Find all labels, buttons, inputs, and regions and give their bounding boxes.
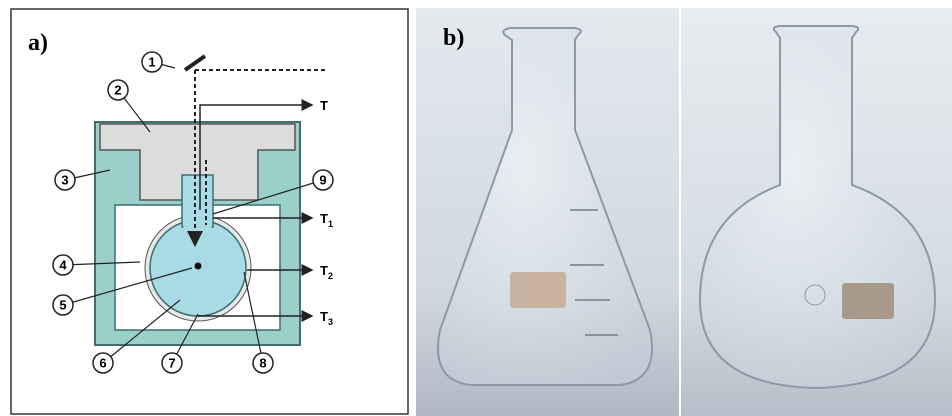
output-name: T (320, 211, 328, 226)
callout-number: 7 (168, 356, 175, 371)
figure: a) 123456789 TT1T2T3 b) (0, 0, 952, 416)
callout-number: 9 (319, 173, 326, 188)
output-subscript: 3 (328, 317, 333, 327)
callout-number: 8 (259, 356, 266, 371)
sensor (195, 263, 202, 270)
callout-number: 2 (114, 83, 121, 98)
panel-b: b) (416, 8, 952, 416)
output-name: T (320, 98, 328, 113)
output-subscript: 1 (328, 219, 333, 229)
flask-neck (182, 175, 213, 227)
output-label: T (320, 98, 328, 113)
output-subscript: 2 (328, 271, 333, 281)
output-name: T (320, 263, 328, 278)
panel-label: b) (443, 25, 464, 51)
callout-number: 1 (148, 55, 155, 70)
flask-label-patch (510, 272, 566, 308)
callout-number: 4 (59, 258, 67, 273)
neck-join (184, 222, 212, 230)
callout-number: 6 (99, 356, 106, 371)
flask-label-patch (842, 283, 894, 319)
callout-number: 5 (59, 298, 66, 313)
panel-label: a) (28, 30, 48, 56)
callout-number: 3 (61, 173, 68, 188)
output-name: T (320, 309, 328, 324)
